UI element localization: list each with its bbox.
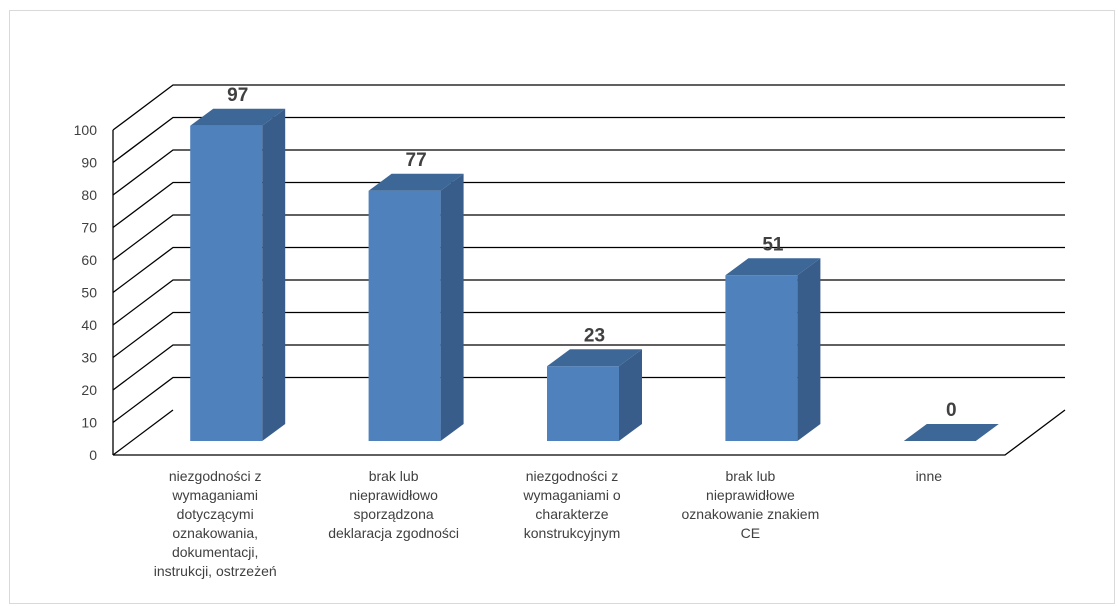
bar-top bbox=[190, 108, 286, 126]
y-axis-ticks: 0 10 20 30 40 50 60 70 80 90 100 bbox=[74, 122, 98, 463]
bar-top bbox=[903, 424, 999, 441]
y-tick-label: 30 bbox=[81, 350, 97, 366]
bar-side bbox=[619, 349, 642, 441]
data-labels: 97 77 23 51 0 bbox=[227, 85, 956, 421]
data-label: 0 bbox=[946, 400, 957, 421]
bar-front bbox=[368, 190, 441, 441]
gridline bbox=[112, 149, 1065, 196]
bar-side bbox=[440, 173, 464, 441]
x-tick-label: brak lub nieprawidłowo sporządzona dekla… bbox=[328, 468, 459, 541]
data-label: 77 bbox=[406, 150, 427, 171]
data-label: 97 bbox=[227, 85, 248, 106]
x-tick-label: inne bbox=[915, 468, 943, 484]
y-tick-label: 20 bbox=[81, 382, 97, 398]
bar bbox=[547, 349, 642, 441]
bar-front bbox=[725, 275, 798, 441]
bar-top bbox=[725, 258, 821, 276]
y-tick-label: 40 bbox=[81, 317, 97, 333]
bar-top bbox=[547, 349, 642, 367]
gridline bbox=[112, 181, 1065, 229]
data-label: 51 bbox=[762, 234, 784, 255]
bar-front bbox=[190, 125, 263, 441]
bar-front bbox=[547, 366, 619, 441]
gridline bbox=[112, 246, 1065, 294]
x-tick-label: niezgodności z wymaganiami dotyczącymi o… bbox=[153, 468, 277, 579]
data-label: 23 bbox=[584, 325, 605, 346]
y-tick-label: 10 bbox=[81, 415, 97, 431]
y-tick-label: 50 bbox=[81, 285, 97, 301]
x-tick-label: brak lub nieprawidłowe oznakowanie znaki… bbox=[681, 468, 820, 541]
y-tick-label: 90 bbox=[81, 155, 97, 171]
bars bbox=[190, 108, 999, 441]
floor-edge bbox=[113, 409, 1066, 456]
y-tick-label: 80 bbox=[81, 187, 97, 203]
gridline bbox=[112, 84, 1065, 131]
y-tick-label: 70 bbox=[81, 220, 97, 236]
bar bbox=[368, 173, 464, 441]
y-tick-label: 100 bbox=[74, 122, 98, 138]
bar-top bbox=[368, 173, 464, 191]
bar bbox=[903, 424, 999, 441]
x-tick-label: niezgodności z wymaganiami o charakterze… bbox=[523, 468, 621, 541]
bar-side bbox=[797, 258, 821, 441]
y-tick-label: 0 bbox=[89, 447, 97, 463]
gridline bbox=[112, 116, 1065, 164]
bar bbox=[190, 108, 286, 441]
bar bbox=[725, 258, 821, 441]
bar-side bbox=[262, 108, 286, 441]
y-tick-label: 60 bbox=[81, 252, 97, 268]
floor-left-edge bbox=[112, 409, 174, 456]
gridline bbox=[112, 214, 1065, 261]
